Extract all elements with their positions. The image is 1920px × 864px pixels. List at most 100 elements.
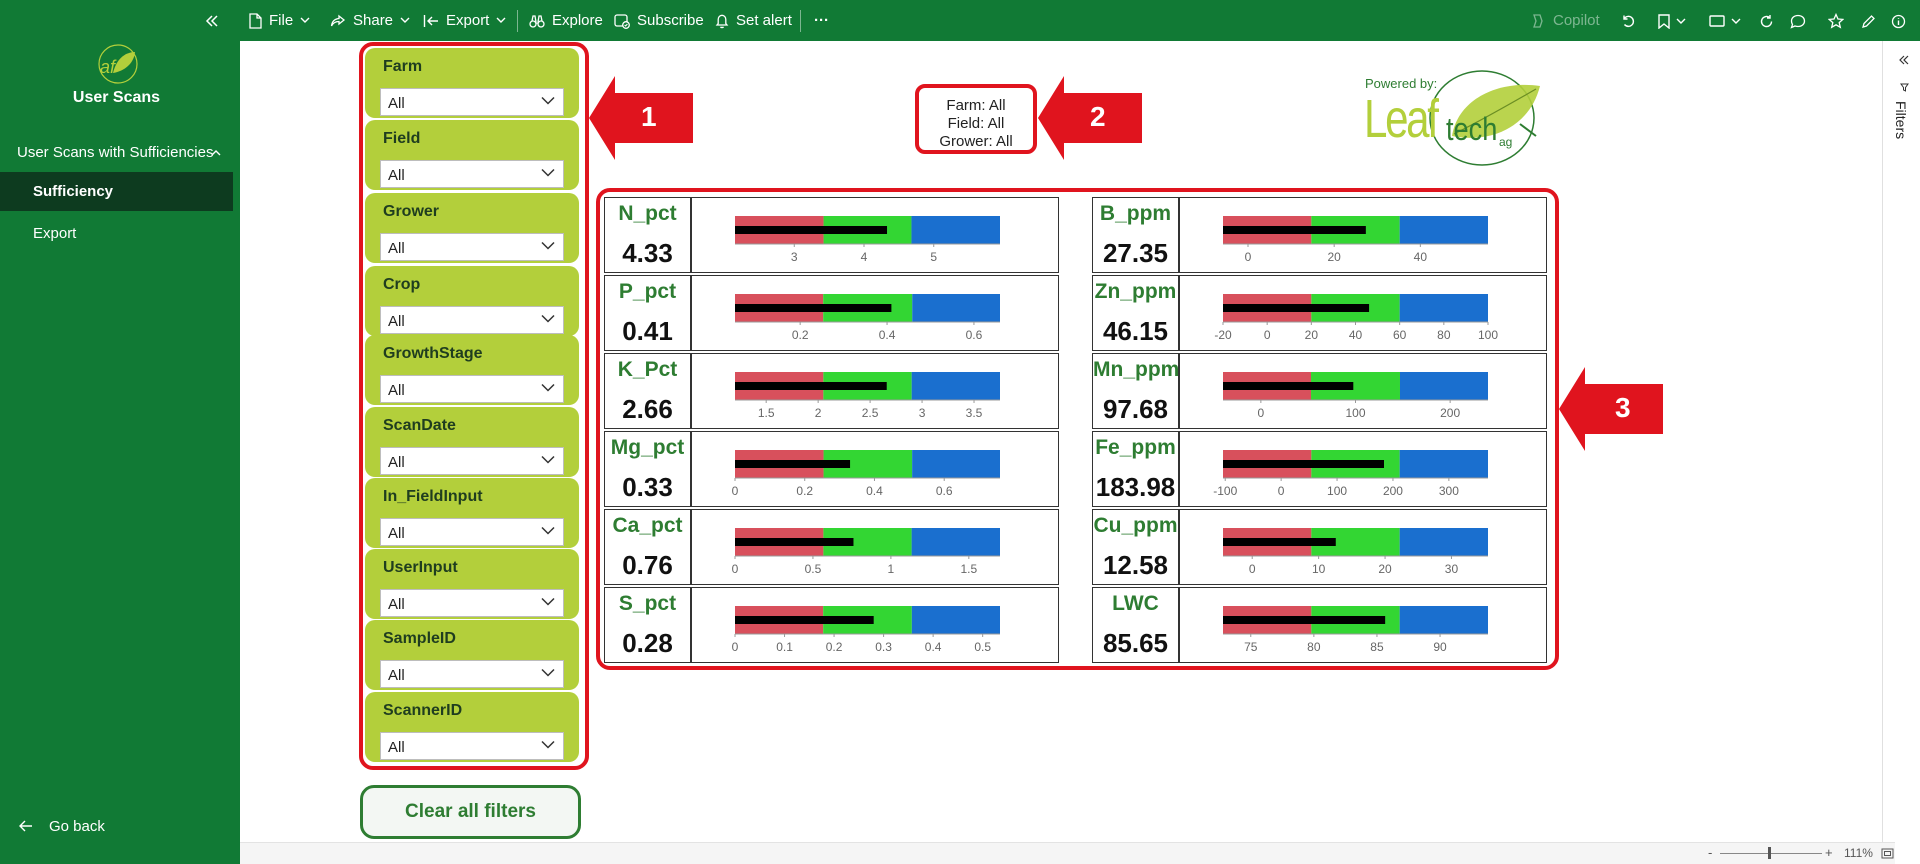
slicer-scandate: ScanDate All <box>365 407 579 477</box>
bullet-chart-mn-ppm[interactable]: 0 100 200 <box>1179 353 1547 429</box>
refresh-button[interactable] <box>1756 11 1776 31</box>
bullet-chart-mg-pct[interactable]: 0 0.2 0.4 0.6 <box>691 431 1059 507</box>
bullet-chart-svg: 0 100 200 <box>1223 372 1488 420</box>
chevron-down-icon <box>541 241 555 250</box>
refresh-icon <box>1760 14 1772 27</box>
zoom-in-button[interactable]: + <box>1825 845 1833 860</box>
bullet-chart-p-pct[interactable]: 0.2 0.4 0.6 <box>691 275 1059 351</box>
tick-label: 0.4 <box>866 484 883 498</box>
slicer-dropdown[interactable]: All <box>380 518 564 546</box>
tick-label: 0.2 <box>792 328 809 342</box>
metric-value: 183.98 <box>1095 472 1176 502</box>
slicer-dropdown[interactable]: All <box>380 160 564 188</box>
copilot-button[interactable]: Copilot <box>1530 0 1600 41</box>
view-icon <box>1709 15 1725 27</box>
slicer-label: ScanDate <box>383 417 456 434</box>
bullet-chart-cu-ppm[interactable]: 0 10 20 30 <box>1179 509 1547 585</box>
metric-card-p-pct: P_pct 0.41 <box>604 275 691 351</box>
bullet-chart-lwc[interactable]: 75 80 85 90 <box>1179 587 1547 663</box>
go-back-button[interactable]: Go back <box>0 811 233 841</box>
bullet-chart-fe-ppm[interactable]: -100 0 100 200 300 <box>1179 431 1547 507</box>
clear-all-filters-button[interactable]: Clear all filters <box>360 785 581 839</box>
bullet-chart-b-ppm[interactable]: 0 20 40 <box>1179 197 1547 273</box>
more-options-button[interactable]: ··· <box>814 0 829 41</box>
tick-label: 0.4 <box>879 328 896 342</box>
slicer-dropdown[interactable]: All <box>380 589 564 617</box>
tick-label: 20 <box>1305 328 1319 342</box>
bullet-chart-svg: 75 80 85 90 <box>1223 606 1488 654</box>
comments-button[interactable] <box>1788 11 1808 31</box>
metric-card-zn-ppm: Zn_ppm 46.15 <box>1092 275 1179 351</box>
leaf-logo-icon: af <box>98 44 138 84</box>
slicer-label: Farm <box>383 58 423 75</box>
set-alert-button[interactable]: Set alert <box>715 0 792 41</box>
bullet-chart-k-pct[interactable]: 1.5 2 2.5 3 3.5 <box>691 353 1059 429</box>
tick-label: 40 <box>1349 328 1363 342</box>
bell-icon <box>715 14 729 28</box>
chevron-down-icon <box>541 740 555 749</box>
tick-label: 0 <box>1278 484 1285 498</box>
slicer-dropdown[interactable]: All <box>380 88 564 116</box>
slicer-dropdown[interactable]: All <box>380 660 564 688</box>
collapse-nav-button[interactable] <box>205 0 226 41</box>
callout-arrow-shape <box>1559 367 1663 451</box>
file-menu[interactable]: File <box>249 0 317 41</box>
chevron-down-icon <box>1676 18 1686 24</box>
bullet-chart-n-pct[interactable]: 3 4 5 <box>691 197 1059 273</box>
range-band-high <box>912 294 1000 322</box>
slicer-field: Field All <box>365 120 579 190</box>
nav-page-sufficiency[interactable]: Sufficiency <box>0 172 233 211</box>
zoom-slider-track[interactable] <box>1720 853 1822 854</box>
nav-page-export[interactable]: Export <box>0 214 233 253</box>
measure-bar <box>735 382 887 390</box>
subscribe-button-label: Subscribe <box>637 12 704 29</box>
slicer-dropdown[interactable]: All <box>380 732 564 760</box>
more-options-label: ··· <box>814 12 829 29</box>
reset-button[interactable] <box>1618 11 1638 31</box>
export-menu[interactable]: Export <box>423 0 513 41</box>
range-band-high <box>1399 372 1488 400</box>
bullet-chart-zn-ppm[interactable]: -20 0 20 40 60 80 100 <box>1179 275 1547 351</box>
explore-button[interactable]: Explore <box>529 0 603 41</box>
nav-section-user-scans[interactable]: User Scans with Sufficiencies <box>0 135 233 169</box>
measure-bar <box>1223 460 1385 468</box>
share-menu[interactable]: Share <box>330 0 417 41</box>
slicer-in-fieldinput: In_FieldInput All <box>365 478 579 548</box>
info-button[interactable] <box>1888 11 1908 31</box>
bullet-chart-ca-pct[interactable]: 0 0.5 1 1.5 <box>691 509 1059 585</box>
tick-label: 2.5 <box>862 406 879 420</box>
bullet-chart-s-pct[interactable]: 0 0.1 0.2 0.3 0.4 0.5 <box>691 587 1059 663</box>
slicer-label: In_FieldInput <box>383 488 483 505</box>
chevron-down-icon <box>541 168 555 177</box>
chevron-down-icon <box>541 526 555 535</box>
bookmark-menu[interactable] <box>1652 11 1692 31</box>
nav-page-label: Sufficiency <box>33 183 114 200</box>
slicer-dropdown[interactable]: All <box>380 447 564 475</box>
slicer-label: Crop <box>383 276 421 293</box>
zoom-slider-thumb[interactable] <box>1768 847 1771 859</box>
slicer-dropdown[interactable]: All <box>380 375 564 403</box>
favorite-button[interactable] <box>1826 11 1846 31</box>
metric-value: 0.76 <box>622 550 673 580</box>
filters-pane-collapsed[interactable]: Filters <box>1882 41 1920 864</box>
fit-to-page-icon[interactable] <box>1881 848 1894 859</box>
bullet-chart-svg: 0 0.5 1 1.5 <box>732 528 1000 576</box>
metric-value: 0.28 <box>622 628 673 658</box>
metric-value: 2.66 <box>622 394 673 424</box>
slicer-selected-value: All <box>388 739 405 756</box>
metric-card-k-pct: K_Pct 2.66 <box>604 353 691 429</box>
slicer-dropdown[interactable]: All <box>380 233 564 261</box>
zoom-out-button[interactable]: - <box>1708 845 1713 860</box>
subscribe-button[interactable]: Subscribe <box>614 0 704 41</box>
bullet-chart-svg: 3 4 5 <box>735 216 1000 264</box>
edit-button[interactable] <box>1858 11 1878 31</box>
slicer-label: GrowthStage <box>383 345 483 362</box>
slicer-dropdown[interactable]: All <box>380 306 564 334</box>
view-menu[interactable] <box>1705 11 1745 31</box>
file-icon <box>249 12 262 29</box>
chevron-down-icon <box>541 96 555 105</box>
measure-bar <box>1223 226 1366 234</box>
metric-value: 12.58 <box>1102 550 1169 580</box>
tick-label: 5 <box>930 250 937 264</box>
metric-name: Cu_ppm <box>1093 514 1178 537</box>
